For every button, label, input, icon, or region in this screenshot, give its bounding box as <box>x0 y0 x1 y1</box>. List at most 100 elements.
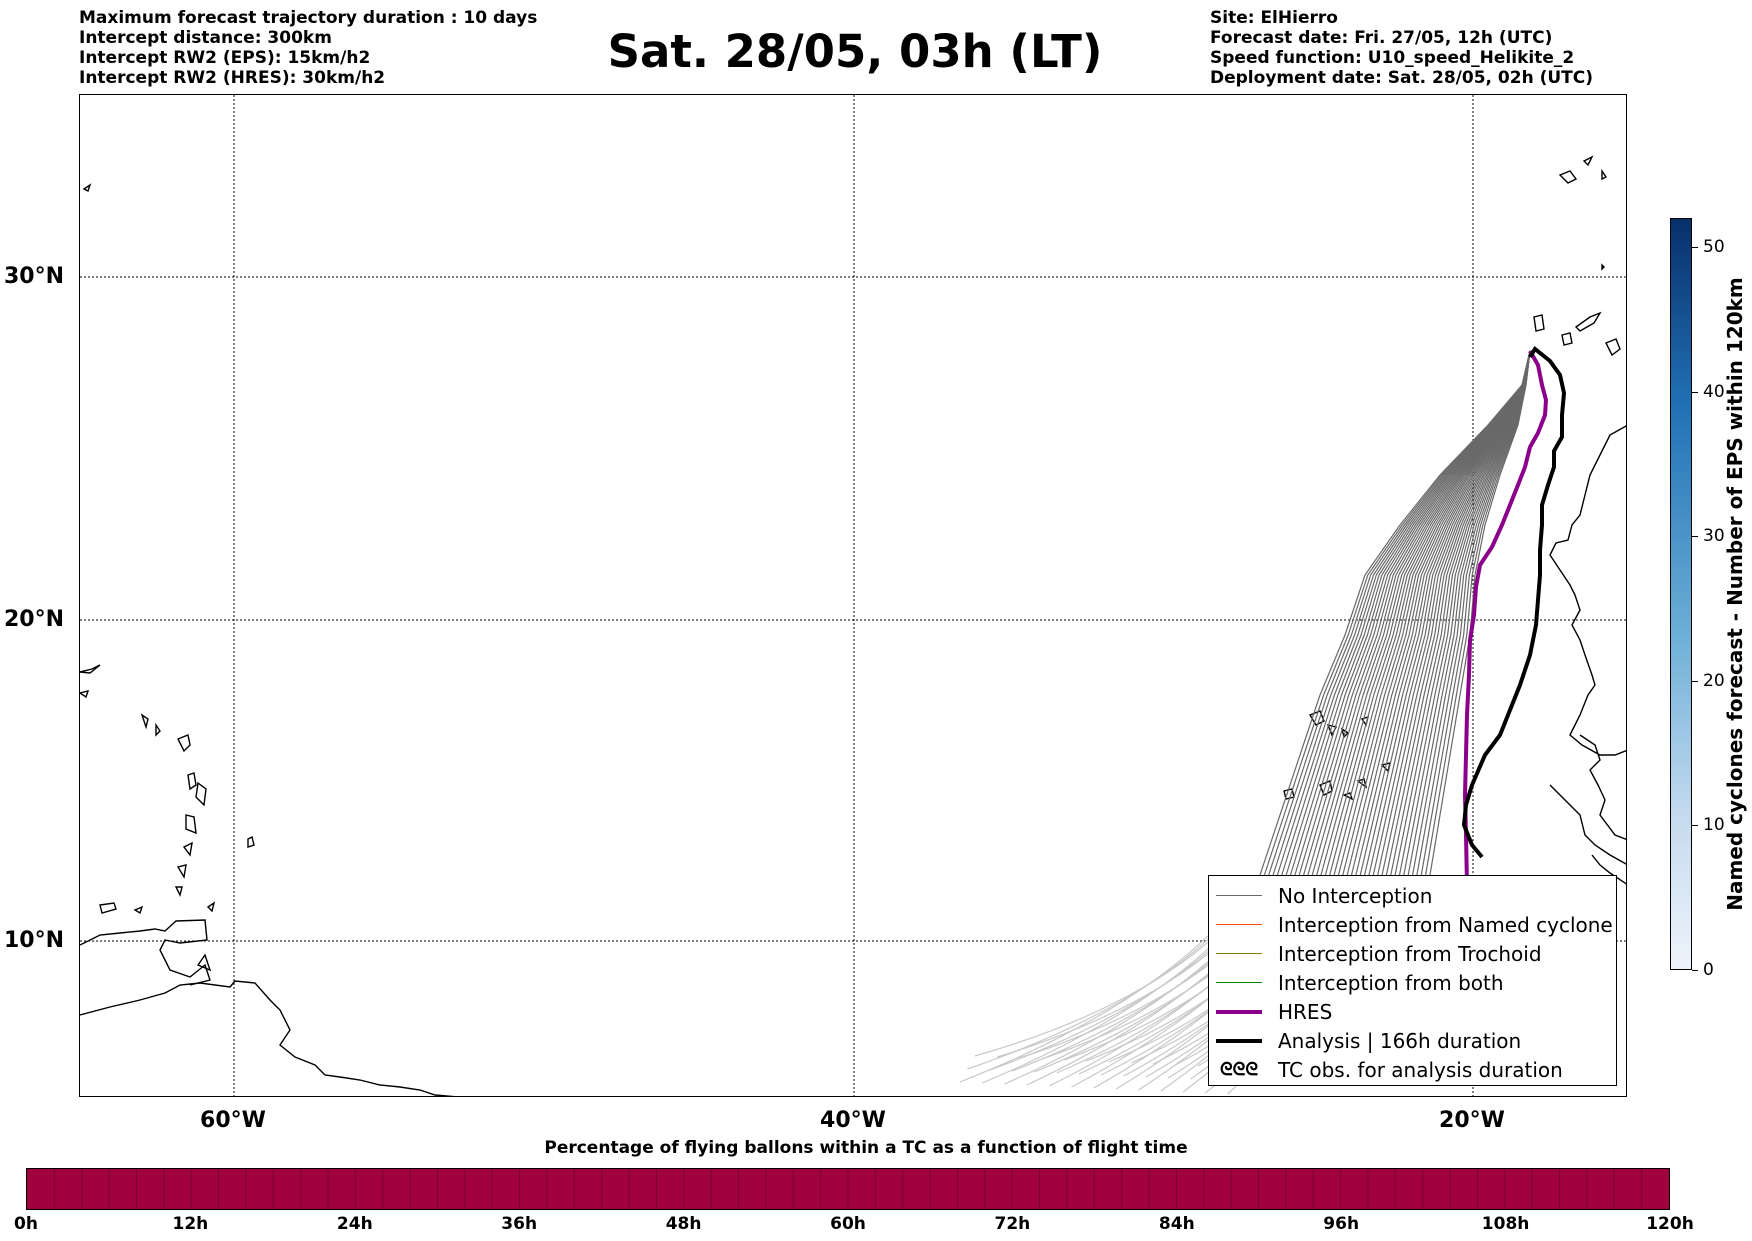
island <box>195 781 207 807</box>
legend-label: Interception from both <box>1278 970 1504 995</box>
colorbar-tick-label: 30 <box>1703 526 1725 547</box>
legend-item-tc-obs: ᘓᘓᘓ TC obs. for analysis duration <box>1209 1055 1616 1084</box>
island <box>187 772 197 791</box>
island <box>99 902 117 914</box>
legend-label: No Interception <box>1278 883 1433 908</box>
island <box>1561 332 1573 346</box>
colorbar-tick-label: 40 <box>1703 381 1725 402</box>
colorbar-tickmark <box>1692 825 1698 827</box>
island <box>80 690 90 699</box>
legend-swatch <box>1216 1038 1262 1043</box>
coastline-africa <box>1549 425 1626 840</box>
legend-label: Analysis | 166h duration <box>1278 1028 1522 1053</box>
coastline-venezuela <box>80 919 211 986</box>
cyclone-symbol-icon: ᘓᘓᘓ <box>1219 1059 1259 1080</box>
colorbar-tickmark <box>1692 680 1698 682</box>
island <box>1601 168 1608 181</box>
analysis-trajectory <box>1461 346 1567 859</box>
map-legend: No Interception Interception from Named … <box>1208 875 1617 1086</box>
colorbar-tickmark <box>1692 536 1698 538</box>
island <box>80 664 101 674</box>
legend-item-no-interception: No Interception <box>1209 881 1616 910</box>
legend-item-analysis: Analysis | 166h duration <box>1209 1026 1616 1055</box>
lat-label: 10°N <box>3 928 64 953</box>
header-line: Deployment date: Sat. 28/05, 02h (UTC) <box>1210 68 1594 88</box>
legend-item-hres: HRES <box>1209 997 1616 1026</box>
island <box>185 814 197 835</box>
header-line: Intercept RW2 (HRES): 30km/h2 <box>79 68 386 88</box>
colorbar-tickmark <box>1692 391 1698 393</box>
colorbar-tick-label: 0 <box>1703 960 1714 980</box>
legend-item-named-cyclone: Interception from Named cyclone <box>1209 910 1616 939</box>
percentage-bar-tick-label: 24h <box>336 1214 373 1234</box>
header-info-right: Site: ElHierro Forecast date: Fri. 27/05… <box>1210 8 1593 88</box>
map-title: Sat. 28/05, 03h (LT) <box>607 25 1103 78</box>
island <box>247 835 255 848</box>
colorbar <box>1670 218 1692 970</box>
percentage-bar-tick-label: 96h <box>1323 1214 1360 1234</box>
lat-label: 20°N <box>3 607 64 632</box>
island-cape-verde <box>1308 710 1325 726</box>
lon-label: 40°W <box>820 1108 886 1133</box>
percentage-bar-tick-label: 120h <box>1646 1214 1694 1234</box>
percentage-bar <box>26 1168 1670 1210</box>
legend-label: TC obs. for analysis duration <box>1278 1057 1563 1082</box>
percentage-bar-title: Percentage of flying ballons within a TC… <box>544 1138 1188 1158</box>
colorbar-tickmark <box>1692 246 1698 248</box>
island <box>133 905 144 915</box>
island <box>182 841 193 857</box>
percentage-bar-tick-label: 12h <box>172 1214 209 1234</box>
legend-swatch <box>1216 982 1262 983</box>
legend-item-trochoid: Interception from Trochoid <box>1209 939 1616 968</box>
island <box>82 183 92 192</box>
legend-swatch <box>1216 953 1262 954</box>
island-madeira <box>1558 170 1578 184</box>
island <box>206 901 216 913</box>
island <box>177 734 191 753</box>
island <box>1605 338 1621 357</box>
header-info-left: Maximum forecast trajectory duration : 1… <box>79 8 537 88</box>
lon-label: 20°W <box>1439 1108 1505 1133</box>
header-line: Speed function: U10_speed_Helikite_2 <box>1210 48 1575 68</box>
island-canaries <box>1533 314 1545 332</box>
island <box>1574 311 1602 332</box>
colorbar-tickmark <box>1692 970 1698 971</box>
legend-swatch <box>1216 895 1262 896</box>
colorbar-tick-label: 20 <box>1703 670 1725 691</box>
legend-swatch <box>1216 924 1262 925</box>
eps-trajectory <box>1259 350 1531 876</box>
island <box>140 713 149 730</box>
header-line: Forecast date: Fri. 27/05, 12h (UTC) <box>1210 28 1553 48</box>
percentage-bar-tick-label: 60h <box>830 1214 866 1234</box>
percentage-bar-tick-label: 84h <box>1158 1214 1195 1234</box>
island <box>176 864 187 879</box>
legend-label: HRES <box>1278 999 1333 1024</box>
colorbar-title: Named cyclones forecast - Number of EPS … <box>1723 277 1747 911</box>
island <box>155 722 161 737</box>
island <box>1601 263 1605 271</box>
percentage-bar-tick-label: 108h <box>1481 1214 1530 1234</box>
eps-trajectory <box>1390 350 1531 876</box>
legend-item-both: Interception from both <box>1209 968 1616 997</box>
percentage-bar-tick-label: 72h <box>994 1214 1031 1234</box>
percentage-bar-tick-label: 36h <box>501 1214 538 1234</box>
percentage-bar-tick-label: 48h <box>665 1214 702 1234</box>
header-line: Intercept RW2 (EPS): 15km/h2 <box>79 48 371 68</box>
legend-label: Interception from Named cyclone <box>1278 912 1613 937</box>
percentage-bar-ticks <box>53 1169 1643 1209</box>
island <box>1582 155 1594 167</box>
header-line: Site: ElHierro <box>1210 8 1338 28</box>
lon-label: 60°W <box>200 1108 266 1133</box>
header-line: Maximum forecast trajectory duration : 1… <box>79 8 538 28</box>
coastline-trinidad <box>196 953 212 972</box>
legend-label: Interception from Trochoid <box>1278 941 1542 966</box>
island <box>174 886 183 898</box>
coastline-guinea <box>1549 784 1626 885</box>
coastline-south-america <box>80 980 455 1096</box>
legend-swatch <box>1216 1009 1262 1014</box>
colorbar-tick-label: 10 <box>1703 815 1725 836</box>
header-line: Intercept distance: 300km <box>79 28 332 48</box>
lat-label: 30°N <box>3 264 64 289</box>
colorbar-tick-label: 50 <box>1703 236 1725 257</box>
percentage-bar-tick-label: 0h <box>14 1214 38 1234</box>
